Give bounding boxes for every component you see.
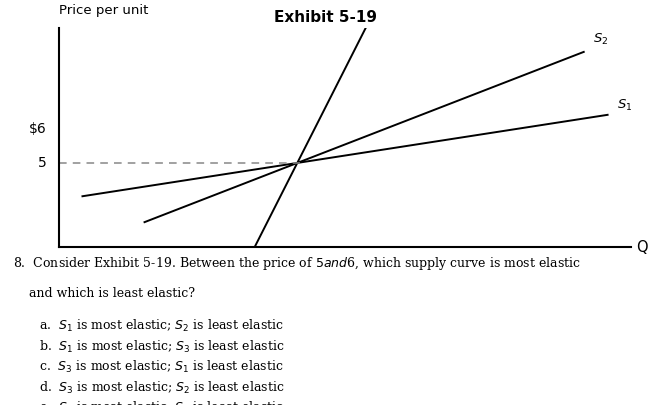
Text: $6: $6 (29, 122, 47, 136)
Text: 5: 5 (38, 156, 47, 170)
Text: Price per unit: Price per unit (59, 4, 148, 17)
Text: 8.  Consider Exhibit 5-19. Between the price of $5 and $6, which supply curve is: 8. Consider Exhibit 5-19. Between the pr… (13, 255, 581, 272)
Text: d.  $S_3$ is most elastic; $S_2$ is least elastic: d. $S_3$ is most elastic; $S_2$ is least… (39, 380, 284, 396)
Text: b.  $S_1$ is most elastic; $S_3$ is least elastic: b. $S_1$ is most elastic; $S_3$ is least… (39, 339, 284, 355)
Text: a.  $S_1$ is most elastic; $S_2$ is least elastic: a. $S_1$ is most elastic; $S_2$ is least… (39, 318, 284, 334)
Text: $S_1$: $S_1$ (617, 98, 633, 113)
Text: Exhibit 5-19: Exhibit 5-19 (274, 10, 377, 25)
Text: Q: Q (636, 239, 648, 255)
Text: and which is least elastic?: and which is least elastic? (13, 287, 195, 300)
Text: $S_2$: $S_2$ (593, 32, 609, 47)
Text: c.  $S_3$ is most elastic; $S_1$ is least elastic: c. $S_3$ is most elastic; $S_1$ is least… (39, 359, 284, 375)
Text: e.  $S_2$ is most elastic; $S_3$ is least elastic: e. $S_2$ is most elastic; $S_3$ is least… (39, 400, 284, 405)
